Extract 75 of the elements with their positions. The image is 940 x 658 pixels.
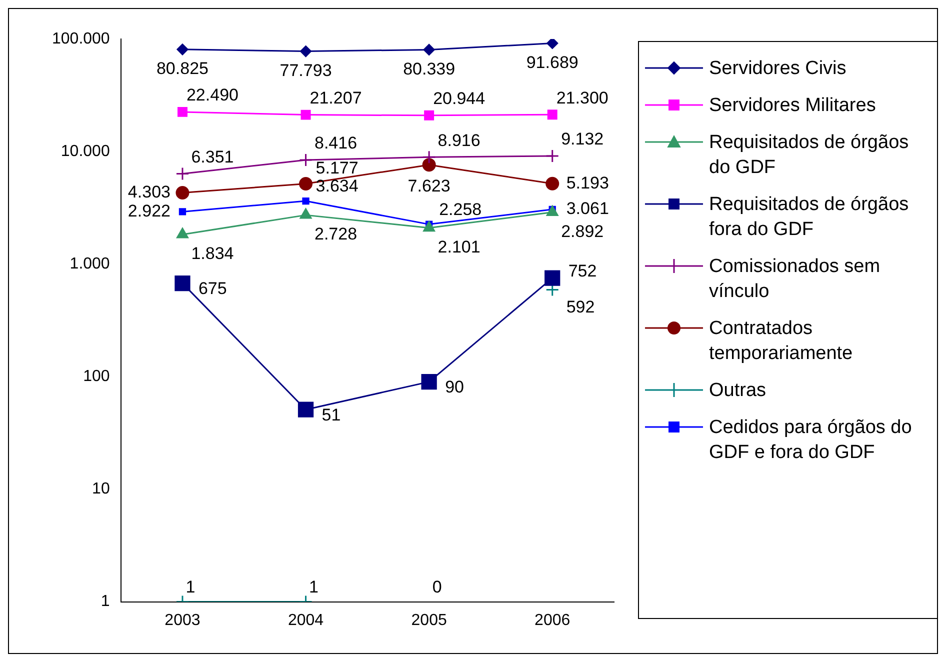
data-label: 21.300 (556, 88, 608, 108)
data-label: 5.177 (316, 158, 358, 178)
data-label: 91.689 (526, 52, 578, 72)
legend-label: Servidores Civis (709, 57, 846, 81)
y-tick-label: 10.000 (60, 142, 110, 160)
data-label: 8.416 (314, 134, 358, 153)
point (176, 186, 190, 200)
point (178, 208, 186, 216)
data-label: 77.793 (280, 60, 332, 80)
data-label: 20.944 (433, 89, 486, 108)
point (546, 39, 558, 49)
data-label: 21.207 (310, 88, 362, 108)
text: 0 (432, 577, 442, 596)
point (176, 167, 190, 180)
x-tick-label: 2004 (288, 612, 324, 629)
point (299, 153, 313, 167)
data-label: 90 (445, 378, 464, 397)
point (299, 176, 313, 190)
data-label: 2.101 (438, 238, 480, 257)
x-tick-label: 2006 (534, 612, 570, 629)
point (547, 110, 558, 120)
data-label: 3.061 (566, 199, 609, 218)
data-label: 2.728 (314, 224, 358, 244)
x-tick-label: 2003 (164, 612, 200, 629)
point (422, 150, 436, 164)
data-label: 2.258 (439, 200, 482, 219)
point (423, 44, 435, 56)
y-tick-label: 1 (100, 593, 110, 610)
data-label: 1.834 (191, 244, 234, 264)
data-label: 2.892 (561, 222, 604, 241)
legend-label: Cedidos para órgãos do GDF e fora do GDF (709, 416, 913, 465)
y-tick-label: 1.000 (70, 256, 110, 273)
legend-label: Servidores Militares (709, 94, 876, 118)
data-label: 752 (568, 262, 597, 281)
legend-label: Outras (709, 379, 766, 403)
point (300, 46, 312, 58)
point (300, 208, 312, 219)
data-label: 5.193 (566, 173, 609, 192)
point (422, 158, 436, 172)
point (546, 176, 560, 190)
point (176, 44, 188, 56)
point (421, 374, 437, 390)
data-label: 3.634 (316, 176, 358, 196)
data-label: 51 (322, 405, 341, 424)
data-label: 9.132 (561, 130, 604, 149)
y-tick-label: 100 (83, 368, 110, 386)
point (300, 110, 311, 120)
data-label: 6.351 (191, 147, 234, 166)
legend-label: Contratados temporariamente (709, 317, 854, 366)
y-tick-label: 10 (92, 480, 110, 498)
point (298, 402, 314, 418)
data-label: 2.922 (128, 201, 170, 220)
point (302, 197, 310, 205)
point (423, 221, 436, 232)
data-label: 4.303 (128, 182, 170, 202)
x-tick-label: 2005 (411, 612, 447, 629)
point (546, 149, 560, 163)
y-tick-label: 100.000 (52, 30, 110, 48)
legend-label: Requisitados de órgãos do GDF (709, 131, 910, 180)
data-label: 80.825 (156, 59, 208, 78)
point (424, 110, 434, 120)
data-label: 8.916 (438, 130, 480, 150)
data-label: 7.623 (408, 176, 450, 196)
data-label: 592 (566, 297, 595, 316)
data-label: 1 (309, 577, 319, 596)
point (544, 270, 560, 286)
point (177, 106, 188, 117)
data-label: 22.490 (186, 86, 238, 105)
point (174, 276, 190, 292)
point (176, 228, 188, 238)
data-label: 1 (186, 577, 196, 596)
legend-label: Requisitados de órgãos fora do GDF (709, 193, 910, 242)
data-label: 80.339 (403, 59, 456, 78)
data-label: 675 (198, 279, 227, 298)
legend-label: Comissionados sem vínculo (709, 255, 882, 304)
